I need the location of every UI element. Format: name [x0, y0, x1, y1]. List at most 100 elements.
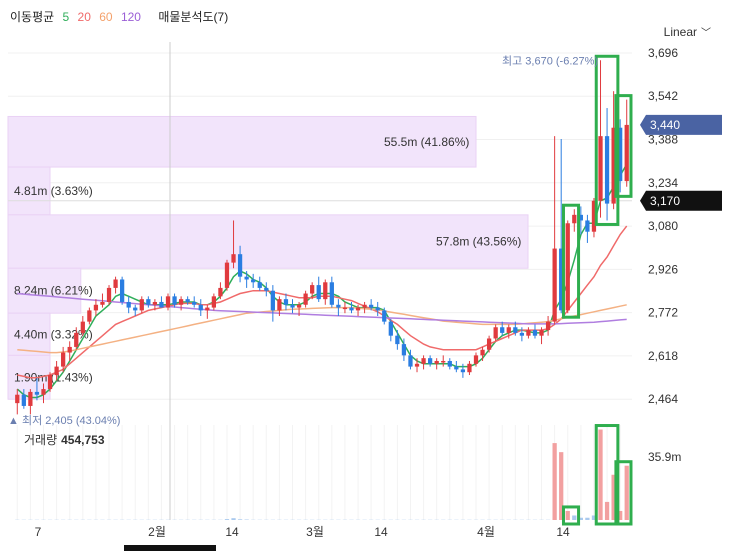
candle-body [382, 310, 387, 322]
ma20-label[interactable]: 20 [77, 10, 91, 24]
candle-body [172, 296, 177, 305]
candle [395, 330, 400, 350]
candle-body [277, 299, 282, 311]
y-tick-label: 3,234 [648, 176, 678, 190]
candle-body [139, 299, 144, 311]
candle-body [192, 301, 197, 305]
candle [572, 209, 577, 232]
candle-body [552, 248, 557, 322]
candle-body [113, 279, 118, 288]
candle [624, 99, 629, 187]
candle [323, 279, 328, 305]
candle-body [283, 299, 289, 305]
scale-mode-dropdown[interactable]: Linear ﹀ [664, 24, 711, 39]
candle-body [500, 327, 505, 333]
ma5-label[interactable]: 5 [62, 10, 70, 24]
candle [565, 220, 570, 314]
volume-profile-label: 1.90m (1.43%) [14, 370, 93, 384]
candle-body [47, 375, 53, 390]
x-tick-label: 14 [225, 525, 239, 539]
candle-body [585, 220, 590, 232]
y-tick-label: 2,926 [648, 262, 678, 276]
candle-body [414, 363, 420, 367]
candle-body [486, 338, 492, 350]
candle-body [93, 304, 99, 311]
candle-body [578, 214, 583, 221]
candle [185, 296, 190, 305]
candle [178, 296, 184, 311]
volume-profile-bar [7, 115, 477, 168]
candle [15, 389, 20, 415]
candle-body [539, 330, 544, 336]
current-price-tag-bg [640, 114, 722, 135]
candle-body [218, 287, 223, 297]
volume-bar [578, 517, 583, 520]
volume-bar [624, 465, 629, 520]
volume-bar [237, 519, 243, 520]
candle [552, 136, 557, 325]
candle-body [61, 352, 66, 367]
candle [106, 285, 112, 305]
x-tick-label: 4월 [477, 525, 495, 539]
scroll-handle[interactable] [124, 545, 216, 551]
candle [611, 91, 616, 210]
candle-body [28, 391, 33, 406]
candle [264, 282, 269, 297]
candle-body [257, 282, 262, 288]
candle [257, 276, 262, 291]
candle [591, 197, 597, 238]
candle-body [355, 307, 361, 311]
candle-body [146, 299, 151, 305]
candle [119, 276, 125, 305]
volume-bar [591, 515, 597, 520]
candle-body [454, 366, 459, 370]
y-tick-label: 3,080 [648, 219, 678, 233]
candle [382, 307, 387, 325]
volume-bar [224, 519, 230, 520]
ma-legend: 이동평균 5 20 60 120 매물분석도(7) [10, 8, 233, 25]
ma60-label[interactable]: 60 [99, 10, 113, 24]
candle-body [618, 127, 623, 182]
volume-profile-bar [7, 267, 82, 314]
current-price-tag-label: 3,440 [650, 118, 680, 132]
candle [585, 214, 590, 243]
candle-body [532, 330, 538, 336]
candle [559, 138, 564, 314]
candle [218, 282, 223, 300]
candle-body [205, 307, 210, 311]
candle [237, 245, 243, 283]
chevron-down-icon: ﹀ [701, 28, 711, 39]
candle-body [434, 360, 439, 364]
volume-profile-label: 4.81m (3.63%) [14, 184, 93, 198]
volume-profile-toggle[interactable]: 매물분석도(7) [158, 10, 229, 24]
candle-body [480, 349, 485, 356]
candle [87, 307, 92, 325]
candle-body [565, 223, 570, 311]
candle [310, 282, 315, 300]
y-tick-label: 3,388 [648, 133, 678, 147]
candle-body [362, 304, 367, 308]
candle [460, 363, 466, 378]
candle [500, 321, 505, 336]
candle-body [467, 363, 472, 373]
candle-body [231, 254, 236, 263]
scale-mode-label: Linear [663, 25, 697, 39]
ma120-label[interactable]: 120 [120, 10, 141, 24]
volume-axis-label: 35.9m [648, 450, 681, 464]
candle-body [133, 307, 138, 311]
candle-body [460, 369, 466, 373]
ma-line-20 [17, 225, 628, 379]
candle-body [401, 344, 407, 356]
y-tick-label: 2,464 [648, 392, 678, 406]
candle [34, 377, 40, 401]
candle [113, 276, 118, 294]
candle-body [473, 355, 479, 364]
volume-highlight-box [614, 460, 633, 526]
x-tick-label: 14 [374, 525, 388, 539]
candle [441, 355, 446, 367]
candle-body [159, 301, 164, 308]
low-annotation: ▲ 최저 2,405 (43.04%) [8, 414, 120, 427]
volume-bar [565, 510, 570, 520]
candle-body [611, 127, 616, 204]
